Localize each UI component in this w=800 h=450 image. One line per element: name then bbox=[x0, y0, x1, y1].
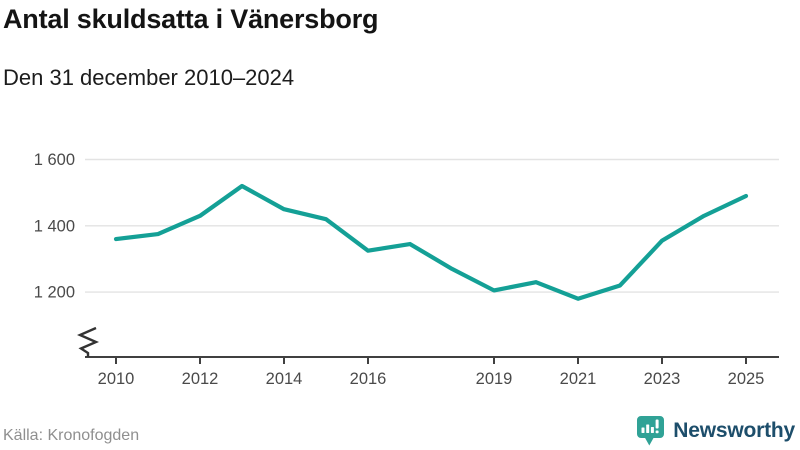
y-axis-break-icon bbox=[77, 326, 100, 357]
y-tick-label: 1 600 bbox=[34, 151, 75, 169]
x-tick-label: 2014 bbox=[266, 370, 303, 388]
x-tick-label: 2016 bbox=[350, 370, 387, 388]
newsworthy-bar-chart-speech-bubble-icon bbox=[637, 416, 665, 446]
y-tick-label: 1 400 bbox=[34, 217, 75, 235]
chart-subtitle: Den 31 december 2010–2024 bbox=[3, 65, 295, 90]
source-note: Källa: Kronofogden bbox=[3, 427, 140, 444]
x-tick-label: 2021 bbox=[560, 370, 597, 388]
chart-title: Antal skuldsatta i Vänersborg bbox=[3, 4, 379, 34]
x-tick-label: 2025 bbox=[728, 370, 765, 388]
newsworthy-logo[interactable]: Newsworthy bbox=[636, 414, 795, 448]
y-tick-label: 1 200 bbox=[34, 284, 75, 302]
x-tick-label: 2012 bbox=[182, 370, 219, 388]
x-tick-label: 2010 bbox=[98, 370, 135, 388]
x-tick-label: 2019 bbox=[476, 370, 513, 388]
x-tick-label: 2023 bbox=[644, 370, 681, 388]
data-line-series bbox=[113, 183, 749, 301]
newsworthy-wordmark: Newsworthy bbox=[673, 419, 795, 442]
